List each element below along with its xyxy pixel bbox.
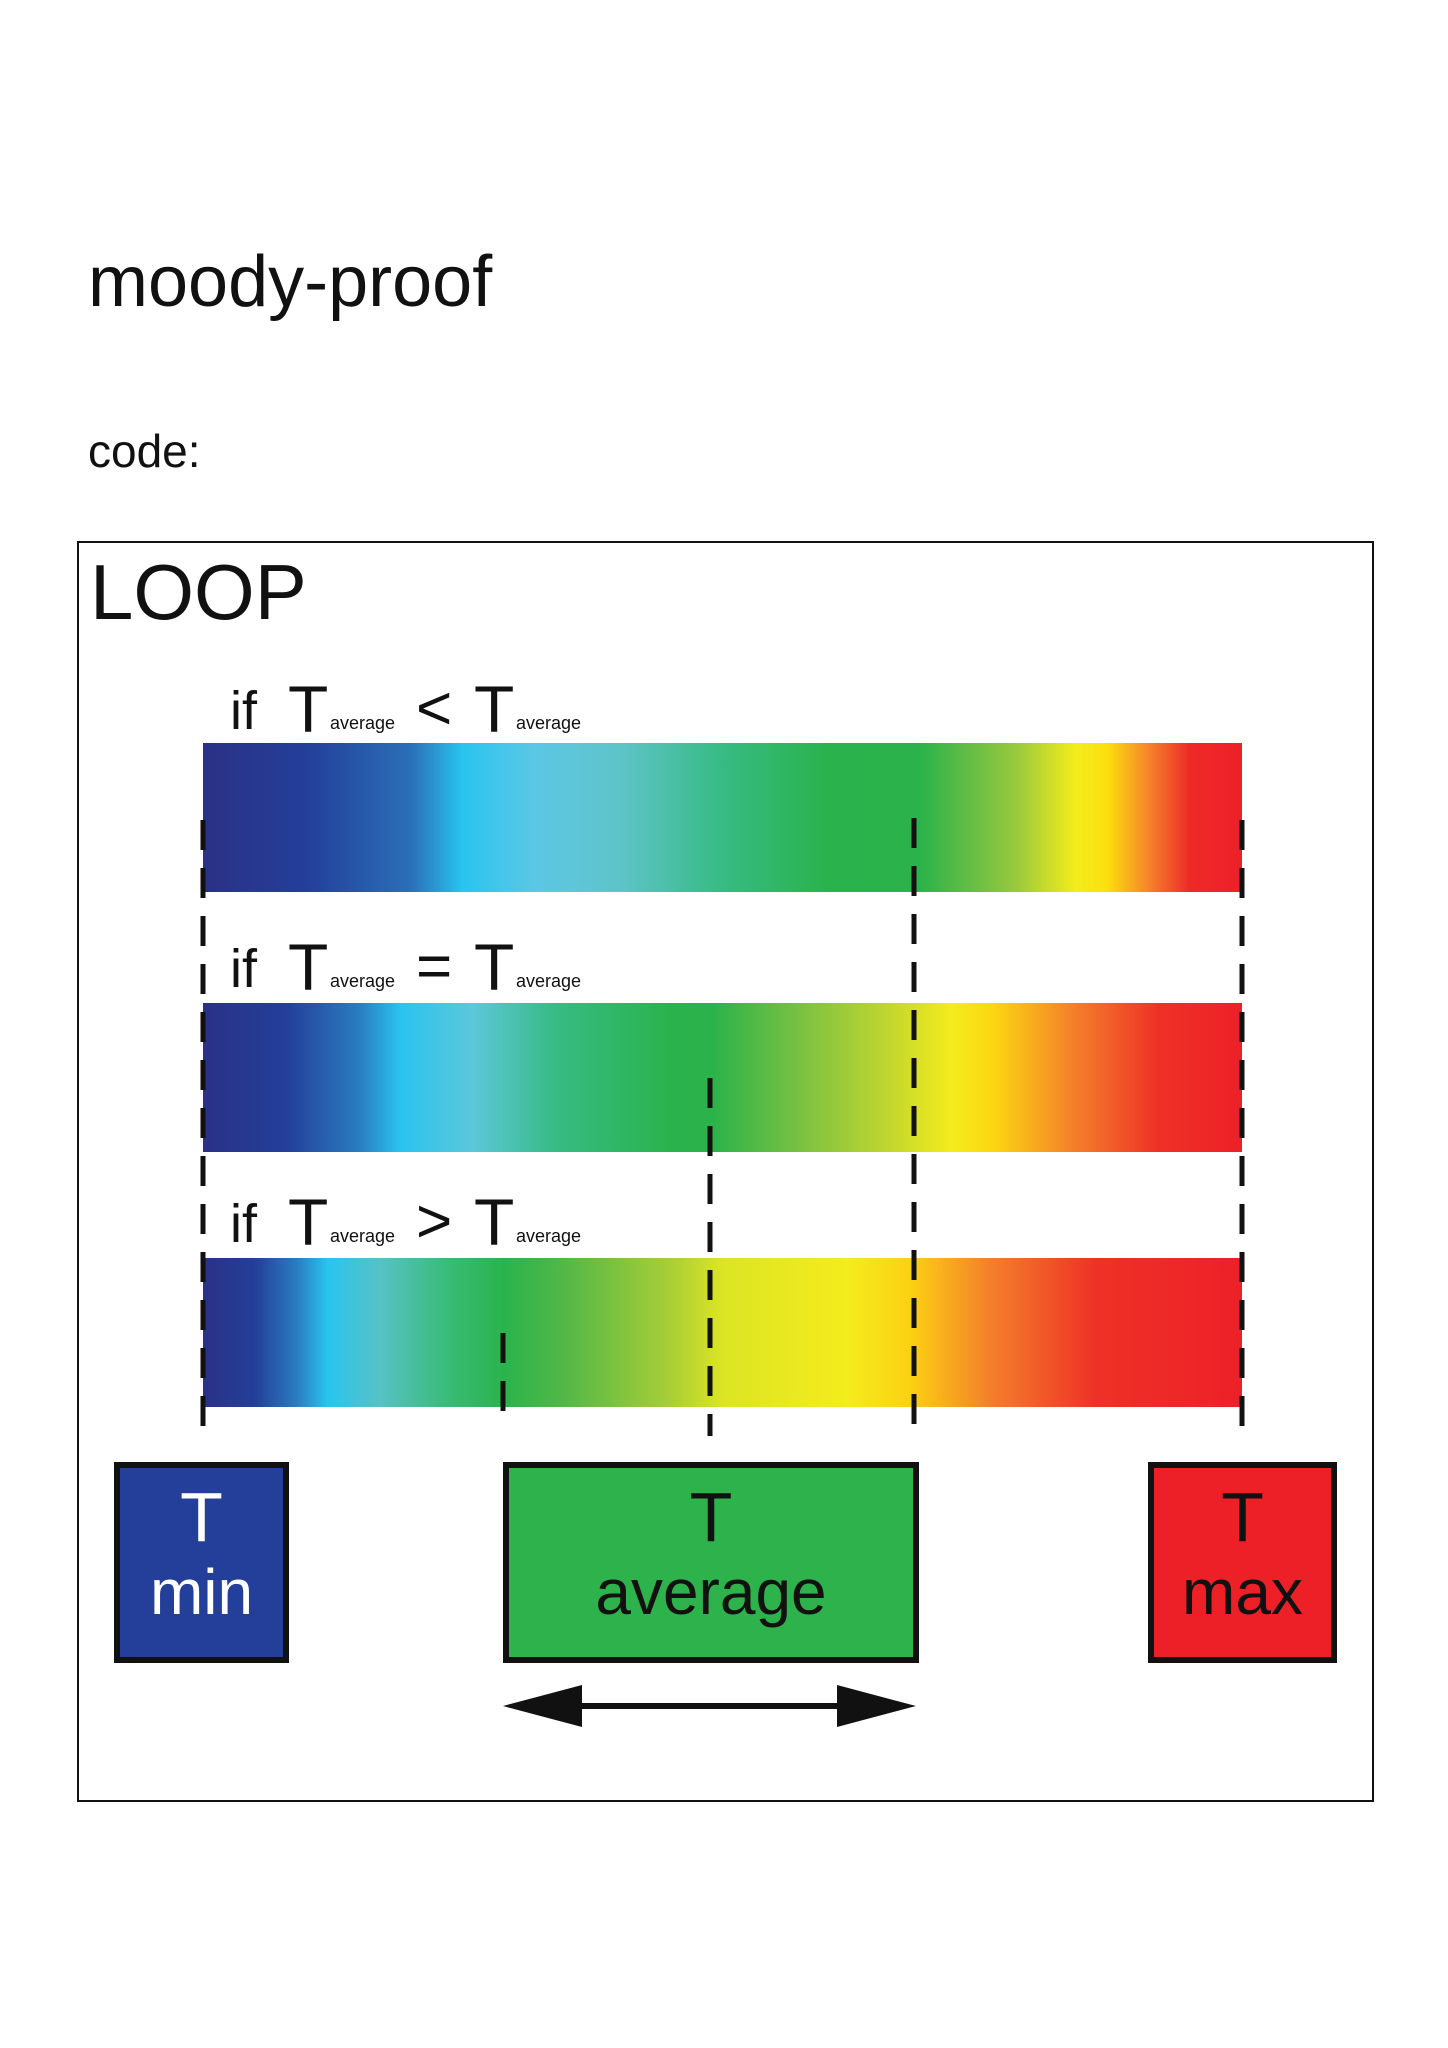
range-double-arrow	[503, 1685, 916, 1727]
condition-operator: <	[416, 674, 453, 743]
condition-right-subscript: average	[516, 1226, 582, 1246]
condition-keyword: if	[230, 939, 257, 999]
t-min-label: min	[149, 1556, 254, 1628]
t-average-box: T average	[503, 1462, 919, 1663]
condition-right-subscript: average	[516, 713, 582, 733]
loop-frame	[77, 541, 1374, 1802]
t-average-label: average	[595, 1556, 827, 1628]
condition-right-symbol: T	[474, 1185, 515, 1259]
condition-right-subscript: average	[516, 971, 582, 991]
t-average-symbol: T	[689, 1478, 733, 1556]
condition-operator: =	[416, 932, 453, 1001]
t-min-box: T min	[114, 1462, 289, 1663]
condition-keyword: if	[230, 681, 257, 741]
condition-operator: >	[416, 1187, 453, 1256]
gradient-bar-greater	[203, 1258, 1242, 1407]
page-title: moody-proof	[88, 242, 493, 322]
condition-left-symbol: T	[288, 930, 329, 1004]
condition-left-symbol: T	[288, 1185, 329, 1259]
gradient-bar-less	[203, 743, 1242, 892]
loop-label: LOOP	[90, 548, 307, 636]
gradient-bar-equal	[203, 1003, 1242, 1152]
condition-left-subscript: average	[330, 713, 396, 733]
t-max-label: max	[1182, 1556, 1303, 1628]
condition-keyword: if	[230, 1194, 257, 1254]
condition-right-symbol: T	[474, 672, 515, 746]
condition-left-symbol: T	[288, 672, 329, 746]
code-label: code:	[88, 425, 201, 477]
condition-left-subscript: average	[330, 1226, 396, 1246]
t-max-box: T max	[1148, 1462, 1337, 1663]
t-min-symbol: T	[180, 1478, 223, 1556]
condition-left-subscript: average	[330, 971, 396, 991]
condition-right-symbol: T	[474, 930, 515, 1004]
t-max-symbol: T	[1221, 1478, 1264, 1556]
